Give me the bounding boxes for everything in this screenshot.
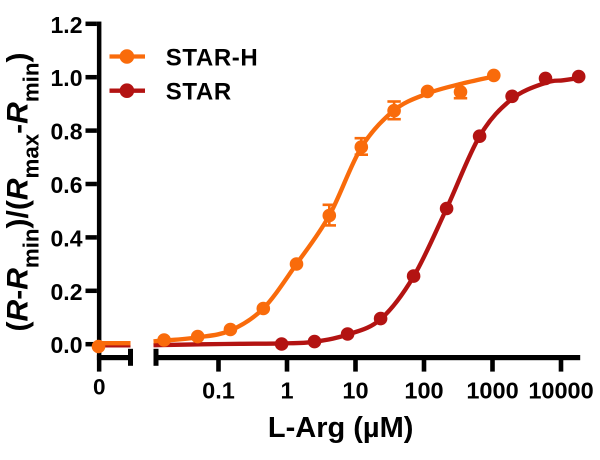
- svg-text:0.6: 0.6: [51, 172, 83, 198]
- svg-text:1: 1: [280, 378, 293, 404]
- svg-text:0.1: 0.1: [202, 378, 235, 404]
- svg-text:10000: 10000: [528, 378, 593, 404]
- svg-text:0.4: 0.4: [51, 225, 83, 251]
- svg-text:L-Arg (µM): L-Arg (µM): [268, 412, 414, 444]
- svg-text:10: 10: [342, 378, 368, 404]
- svg-text:100: 100: [404, 378, 443, 404]
- svg-text:1.0: 1.0: [51, 65, 83, 91]
- svg-text:1000: 1000: [466, 378, 518, 404]
- svg-text:0.0: 0.0: [51, 332, 83, 358]
- svg-text:0.8: 0.8: [51, 119, 83, 145]
- svg-text:1.2: 1.2: [51, 12, 83, 38]
- svg-text:0: 0: [93, 374, 106, 399]
- svg-text:STAR: STAR: [166, 79, 232, 106]
- svg-text:0.2: 0.2: [51, 279, 83, 305]
- svg-text:STAR-H: STAR-H: [166, 44, 258, 71]
